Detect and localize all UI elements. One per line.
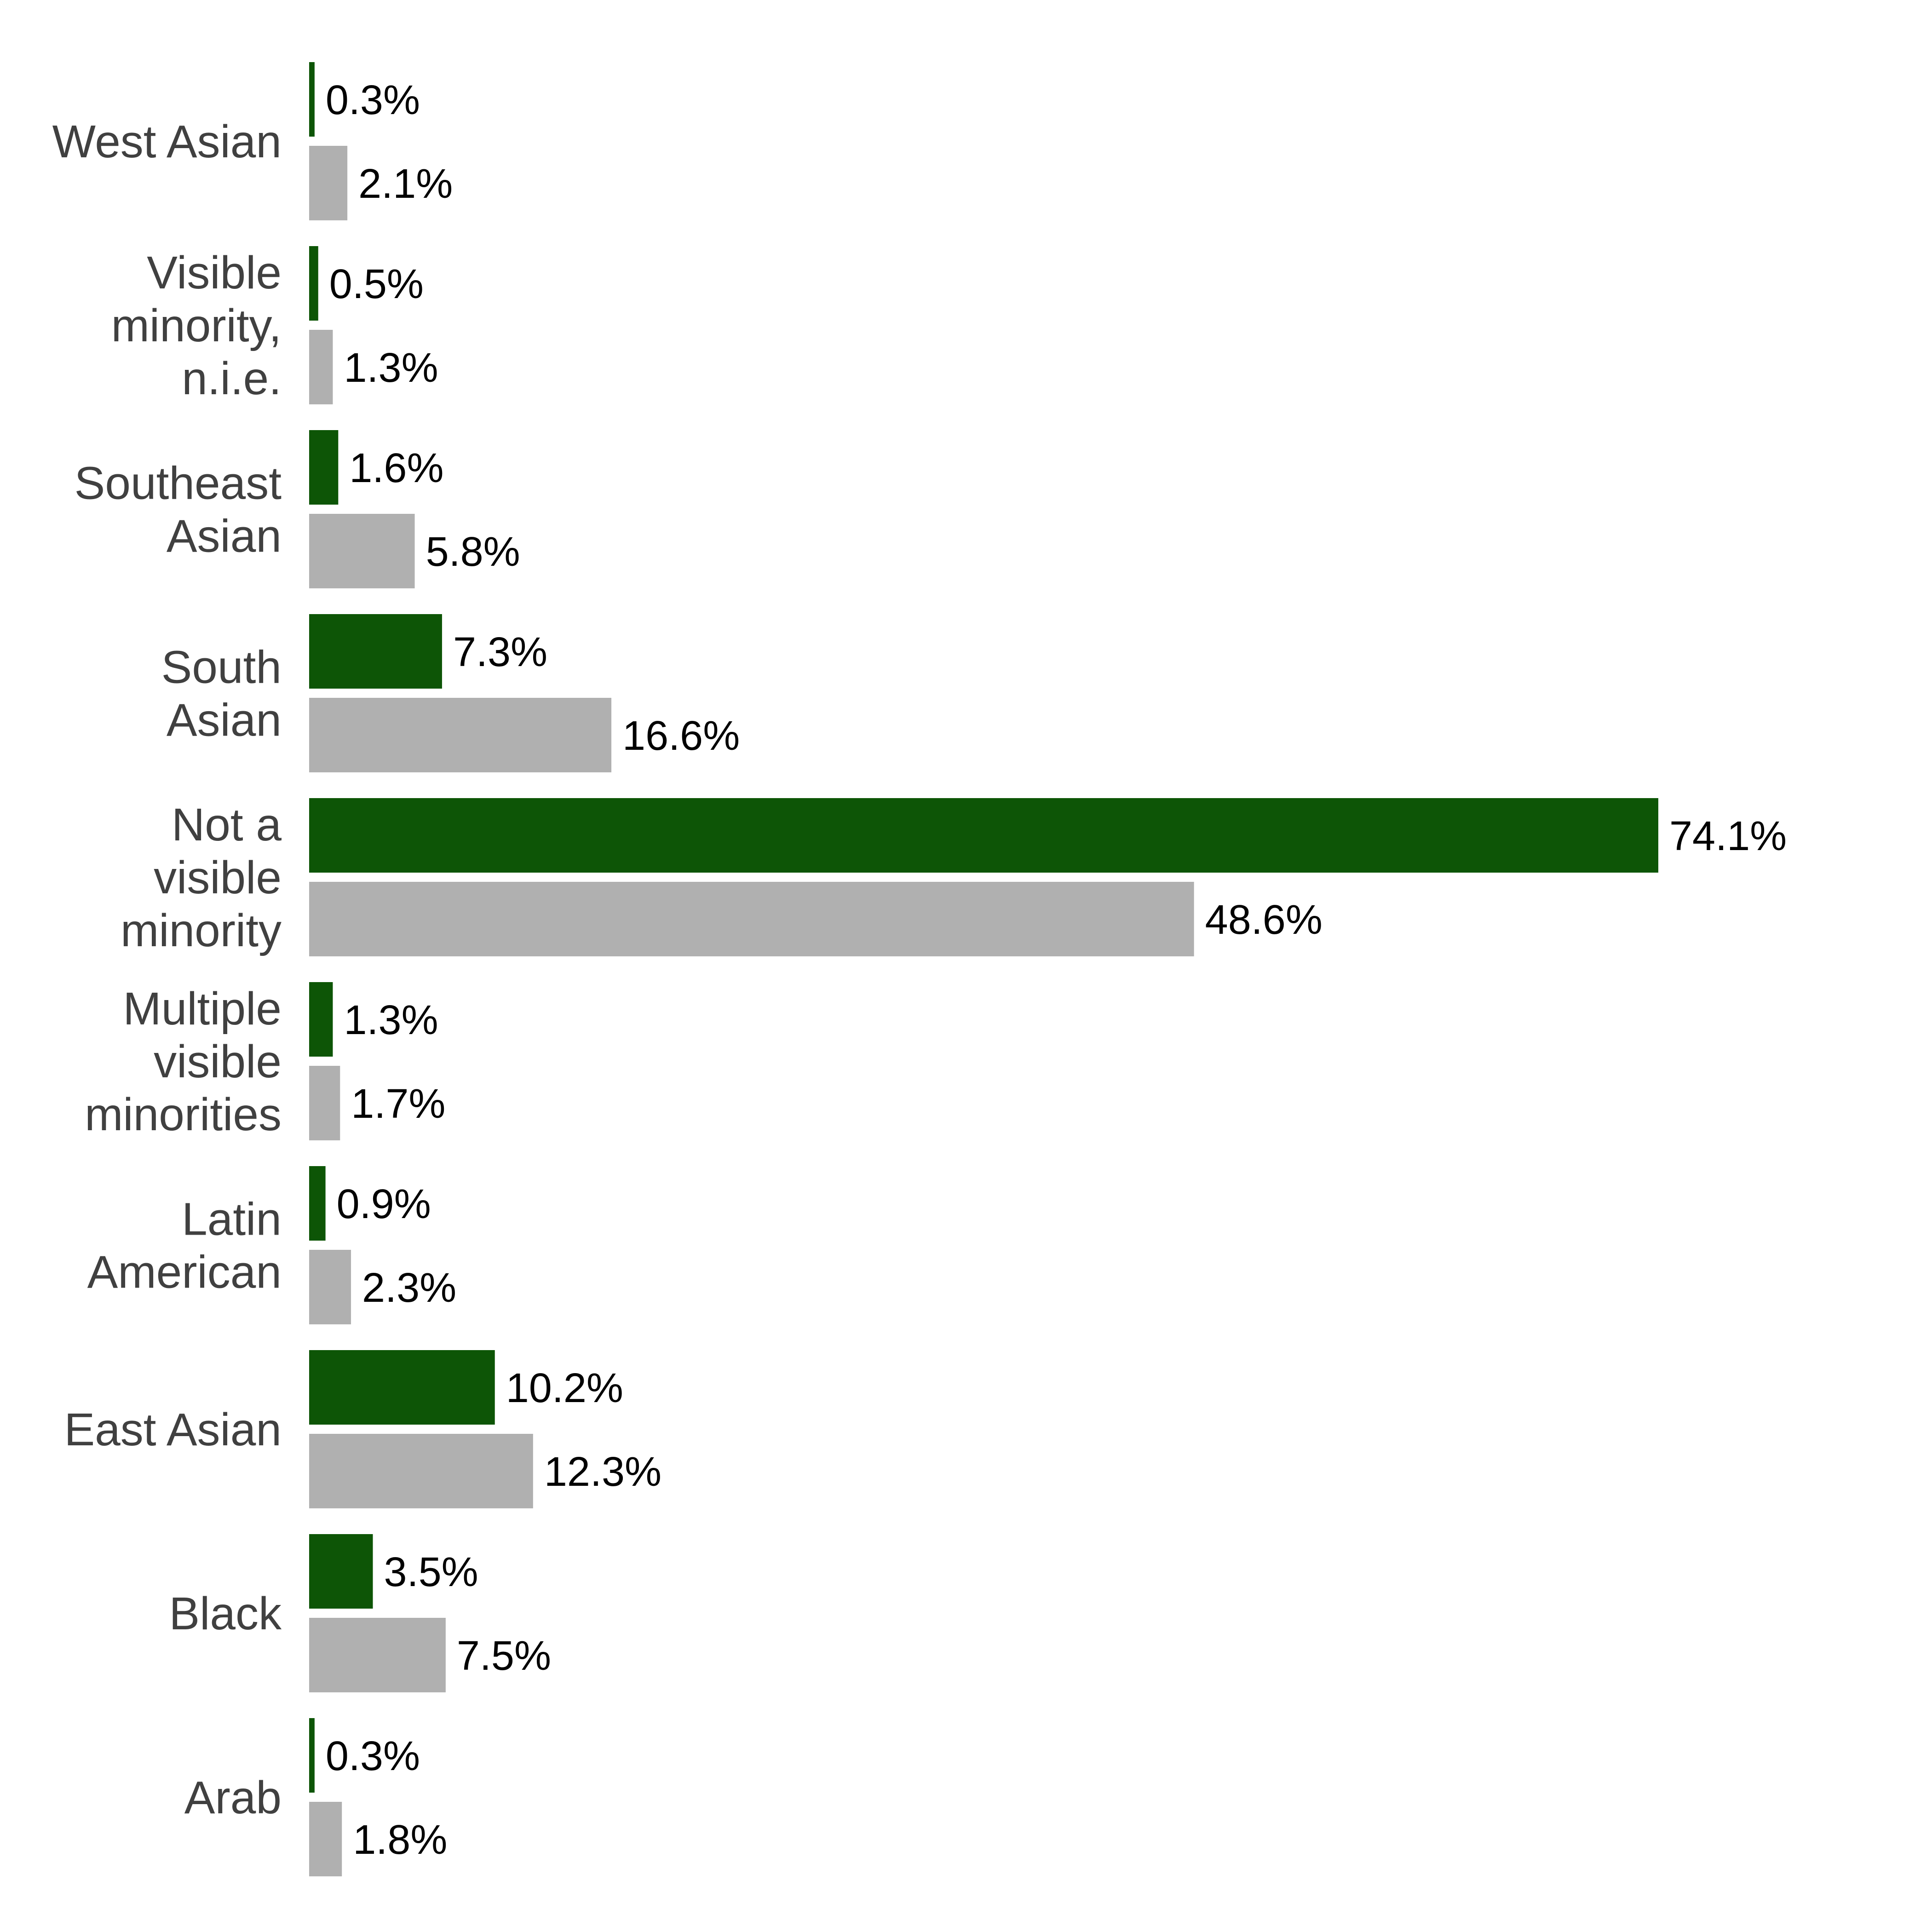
bar-series1	[309, 1718, 315, 1793]
category-label: Multiple visible minorities	[85, 983, 282, 1140]
category-label-line: visible	[154, 852, 282, 903]
category-label-line: n.i.e.	[182, 353, 282, 404]
data-label: 1.3%	[344, 997, 438, 1043]
bar-series2	[309, 1434, 533, 1508]
data-label: 0.3%	[326, 77, 420, 123]
category-label-line: Black	[169, 1588, 282, 1639]
data-label: 48.6%	[1205, 897, 1322, 943]
bar-series1	[309, 982, 333, 1057]
category-label-line: Latin	[182, 1194, 282, 1245]
category-label-line: West Asian	[52, 116, 282, 167]
data-label: 1.6%	[349, 445, 443, 491]
category-label: Southeast Asian	[75, 458, 282, 562]
data-label: 1.3%	[344, 345, 438, 391]
data-label: 10.2%	[506, 1365, 623, 1411]
data-label: 7.3%	[453, 629, 547, 675]
category-label: Black	[169, 1588, 282, 1639]
bar-series1	[309, 798, 1658, 873]
data-label: 0.3%	[326, 1733, 420, 1779]
category-label-line: Not a	[172, 799, 282, 851]
bar-series1	[309, 62, 315, 137]
data-label: 1.7%	[351, 1081, 445, 1127]
category-label-line: American	[87, 1247, 282, 1298]
category-label-line: Visible	[147, 247, 282, 299]
category-label-line: Asian	[167, 695, 282, 746]
bar-series1	[309, 1350, 495, 1425]
category-label: West Asian	[52, 116, 282, 167]
category-label: Visible minority, n.i.e.	[111, 247, 282, 404]
category-label-line: minorities	[85, 1089, 282, 1140]
data-label: 3.5%	[384, 1549, 478, 1595]
data-label: 16.6%	[622, 713, 740, 759]
bar-series1	[309, 614, 442, 689]
bar-series1	[309, 1534, 373, 1609]
category-label-line: Arab	[184, 1772, 282, 1823]
data-label: 0.9%	[337, 1181, 431, 1227]
category-label-line: Multiple	[123, 983, 282, 1035]
bar-series2	[309, 1802, 342, 1876]
category-label-line: East Asian	[64, 1404, 282, 1455]
bar-series2	[309, 882, 1194, 956]
category-label-line: minority	[121, 905, 282, 956]
bar-series1	[309, 246, 318, 321]
category-label: East Asian	[64, 1404, 282, 1455]
bar-series2	[309, 330, 333, 404]
bar-series2	[309, 1250, 351, 1324]
category-label: Arab	[184, 1772, 282, 1823]
data-label: 2.1%	[358, 161, 453, 207]
category-label: Latin American	[87, 1194, 282, 1298]
data-label: 12.3%	[544, 1449, 661, 1495]
bar-series2	[309, 1618, 446, 1692]
bar-series1	[309, 430, 339, 505]
category-label: South Asian	[161, 642, 282, 746]
category-label: Not a visible minority	[121, 799, 282, 956]
data-label: 5.8%	[426, 529, 520, 575]
bar-series1	[309, 1166, 326, 1241]
bar-series2	[309, 698, 612, 772]
category-label-line: minority,	[111, 300, 282, 351]
data-label: 1.8%	[353, 1817, 447, 1863]
category-label-line: Asian	[167, 511, 282, 562]
bar-series2	[309, 514, 415, 588]
data-label: 2.3%	[362, 1265, 456, 1311]
category-label-line: South	[161, 642, 282, 693]
data-label: 0.5%	[329, 261, 424, 307]
bar-series2	[309, 1066, 340, 1140]
data-label: 7.5%	[457, 1633, 551, 1679]
category-label-line: Southeast	[75, 458, 282, 509]
data-label: 74.1%	[1669, 813, 1787, 859]
category-label-line: visible	[154, 1036, 282, 1087]
bar-series2	[309, 146, 348, 220]
